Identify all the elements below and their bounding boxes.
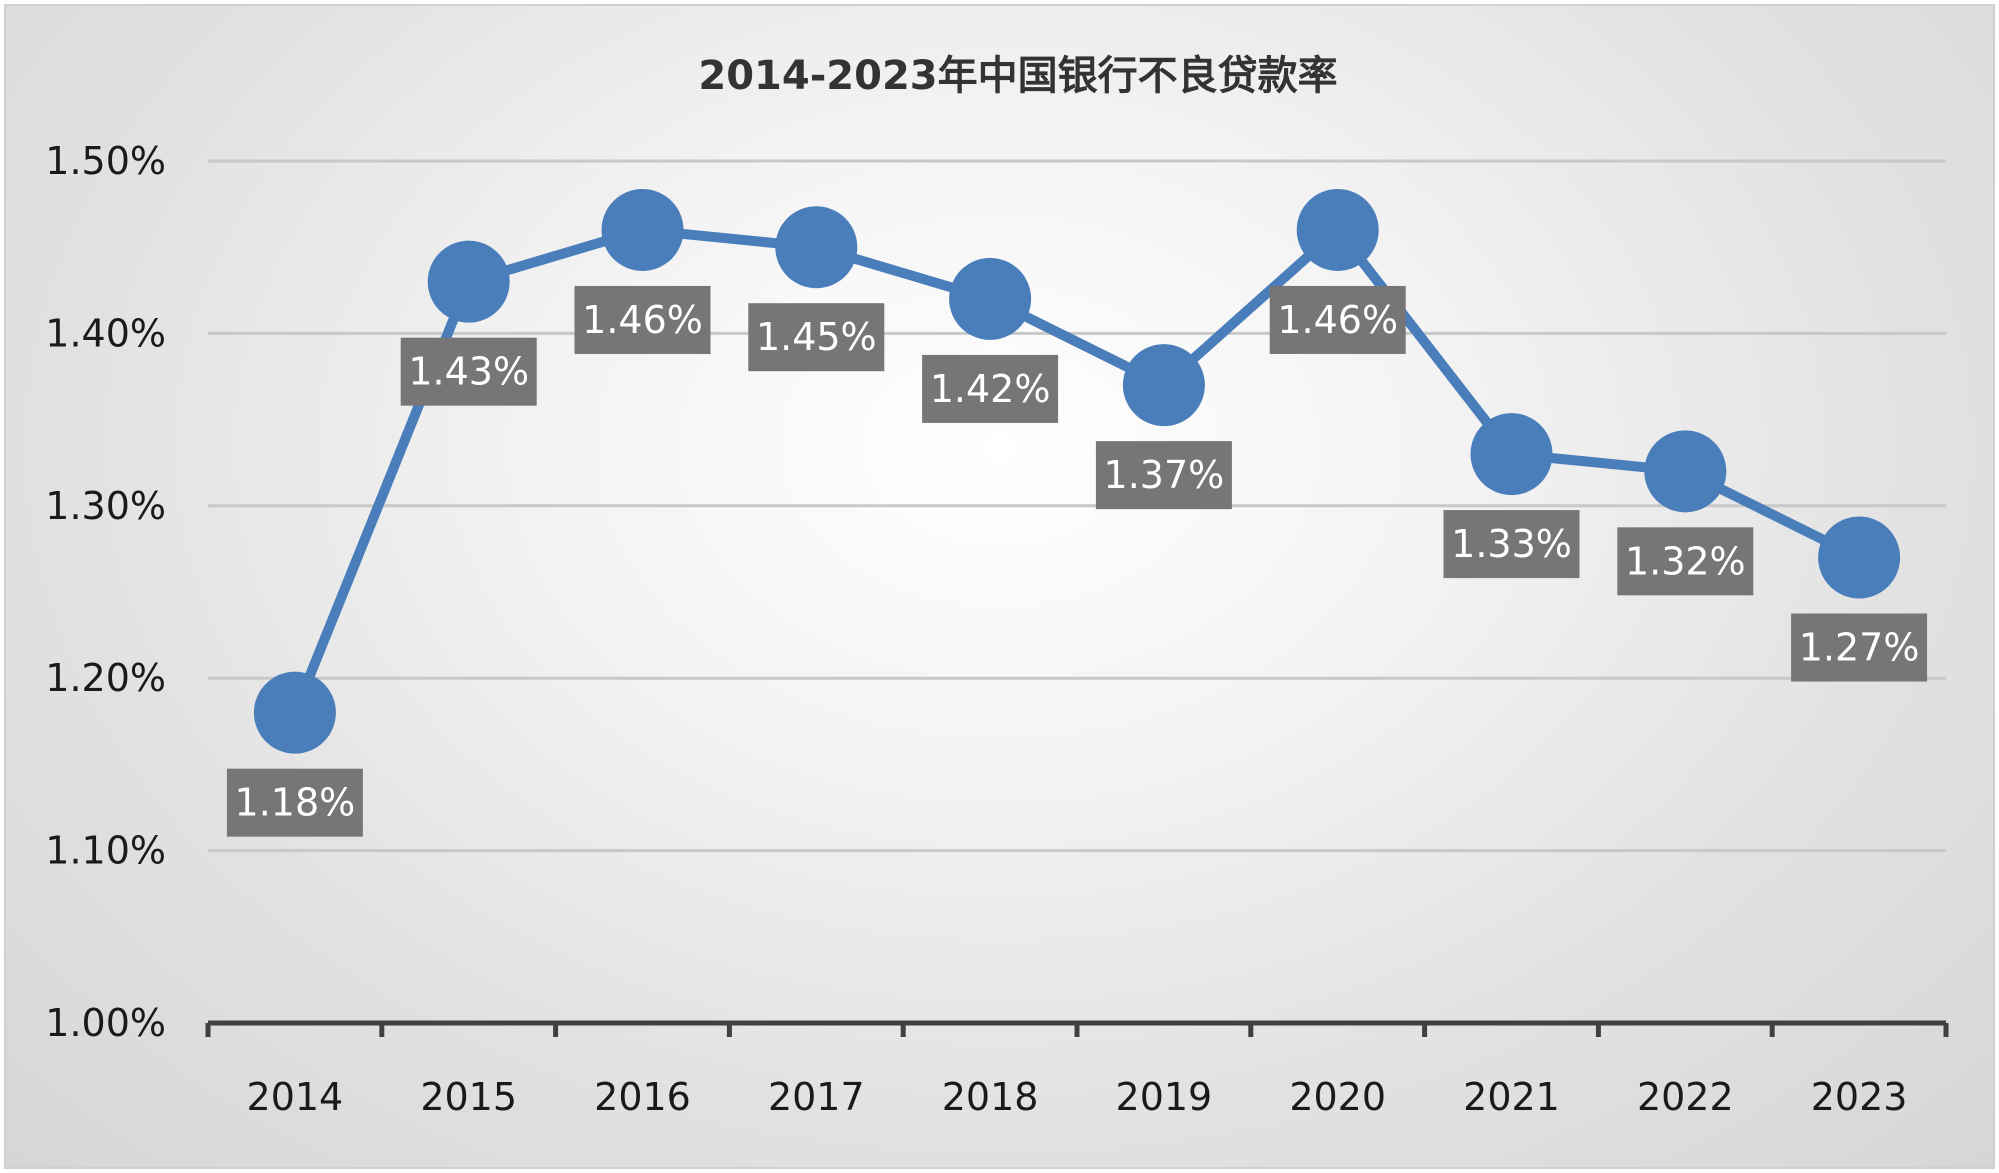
data-label: 1.32% (1617, 527, 1754, 596)
data-point-marker (775, 206, 858, 289)
data-point-marker (1644, 430, 1727, 513)
data-label: 1.37% (1095, 441, 1232, 510)
x-tick-label: 2021 (1463, 1075, 1560, 1119)
y-axis-ticks: 1.00% 1.10% 1.20% 1.30% 1.40% 1.50% (45, 139, 166, 1045)
x-tick-label: 2018 (942, 1075, 1039, 1119)
gridlines (208, 159, 1946, 853)
x-tick-label: 2020 (1289, 1075, 1386, 1119)
data-label-box (1617, 527, 1754, 596)
x-tick-label: 2014 (247, 1075, 344, 1119)
data-label-box (1443, 510, 1580, 579)
data-point-marker (1122, 344, 1205, 427)
data-label-text: 1.46% (1277, 298, 1398, 342)
data-label: 1.42% (922, 354, 1059, 423)
data-point-marker (1818, 516, 1901, 599)
x-tick-label: 2022 (1637, 1075, 1734, 1119)
y-tick-label: 1.50% (45, 139, 166, 183)
data-label-box (1791, 613, 1928, 682)
y-tick-label: 1.20% (45, 656, 166, 700)
y-tick-label: 1.00% (45, 1001, 166, 1045)
data-label-text: 1.42% (930, 367, 1051, 411)
data-label-box (400, 337, 537, 406)
data-labels: 1.18% 1.43% 1.46% 1.45% 1.42% 1.37% 1.46% 1.33%… (226, 285, 1928, 837)
data-point-marker (253, 671, 336, 754)
data-label-text: 1.46% (582, 298, 703, 342)
data-label-box (226, 768, 363, 837)
x-tick-label: 2023 (1811, 1075, 1908, 1119)
data-point-marker (427, 240, 510, 323)
x-axis (205, 1020, 1949, 1037)
x-tick-label: 2015 (420, 1075, 517, 1119)
chart-title: 2014-2023年中国银行不良贷款率 (698, 53, 1337, 99)
data-point-marker (1470, 413, 1553, 496)
x-axis-ticks: 2014 2015 2016 2017 2018 2019 2020 2021 2022 2023 (247, 1075, 1908, 1119)
data-label-text: 1.43% (408, 350, 529, 394)
x-tick-label: 2019 (1116, 1075, 1213, 1119)
series-line-layer (290, 224, 1862, 715)
data-label: 1.33% (1443, 510, 1580, 579)
series-line (290, 224, 1862, 715)
x-tick-label: 2017 (768, 1075, 865, 1119)
y-tick-label: 1.40% (45, 311, 166, 355)
data-label-text: 1.37% (1104, 453, 1225, 497)
data-label: 1.46% (574, 285, 711, 354)
data-label-box (922, 354, 1059, 423)
data-label-box (574, 285, 711, 354)
data-label-box (1269, 285, 1406, 354)
y-tick-label: 1.30% (45, 484, 166, 528)
line-chart: 2014-2023年中国银行不良贷款率 1.00% 1.10% 1.20% 1.30%… (45, 53, 1949, 1119)
data-point-marker (601, 188, 684, 271)
data-point-marker (949, 257, 1032, 340)
y-tick-label: 1.10% (45, 829, 166, 873)
x-tick-label: 2016 (594, 1075, 691, 1119)
data-label-box (1095, 441, 1232, 510)
data-label-text: 1.45% (756, 315, 877, 359)
markers (253, 188, 1901, 754)
data-label-text: 1.32% (1625, 539, 1746, 583)
data-point-marker (1296, 188, 1379, 271)
data-label-box (748, 303, 885, 372)
data-label-text: 1.27% (1799, 626, 1920, 670)
data-label-text: 1.33% (1451, 522, 1572, 566)
data-label: 1.27% (1791, 613, 1928, 682)
data-label: 1.43% (400, 337, 537, 406)
chart-frame: 2014-2023年中国银行不良贷款率 1.00% 1.10% 1.20% 1.30%… (4, 4, 1995, 1169)
data-label-text: 1.18% (235, 781, 356, 825)
data-label: 1.45% (748, 303, 885, 372)
data-label: 1.46% (1269, 285, 1406, 354)
data-label: 1.18% (226, 768, 363, 837)
